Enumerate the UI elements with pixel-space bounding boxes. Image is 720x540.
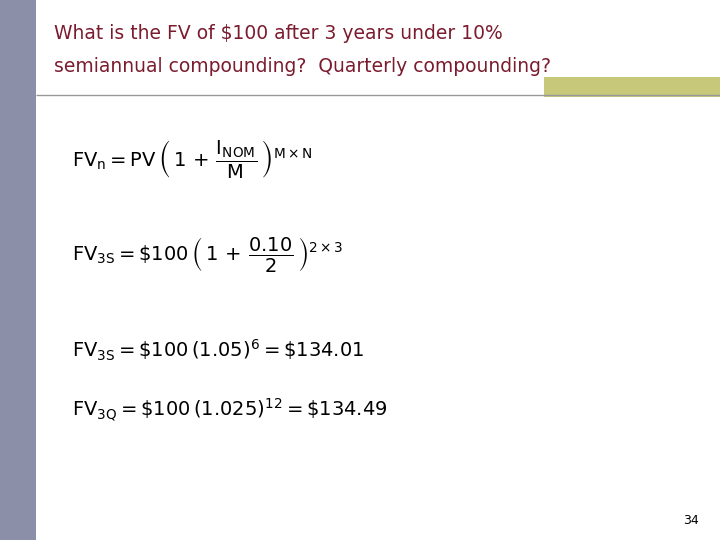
Bar xyxy=(544,77,720,97)
Text: $\mathregular{FV_{3S} = \$100\,\left(\,1\,+\,\dfrac{0.10}{2}\,\right)^{2 \times : $\mathregular{FV_{3S} = \$100\,\left(\,1… xyxy=(72,235,343,274)
Text: $\mathregular{FV_{3Q} = \$100\,(1.025)^{12} = \$134.49}$: $\mathregular{FV_{3Q} = \$100\,(1.025)^{… xyxy=(72,397,387,423)
Bar xyxy=(0,0,36,540)
Text: $\mathregular{FV_{3S} = \$100\,(1.05)^{6} = \$134.01}$: $\mathregular{FV_{3S} = \$100\,(1.05)^{6… xyxy=(72,338,364,363)
Text: What is the FV of $100 after 3 years under 10%: What is the FV of $100 after 3 years und… xyxy=(54,24,503,43)
Text: 34: 34 xyxy=(683,514,698,526)
Text: $\mathregular{FV_n = PV\,\left(\,1\,+\,\dfrac{I_{NOM}}{M}\,\right)^{M \times N}}: $\mathregular{FV_n = PV\,\left(\,1\,+\,\… xyxy=(72,138,312,180)
Text: semiannual compounding?  Quarterly compounding?: semiannual compounding? Quarterly compou… xyxy=(54,57,551,76)
